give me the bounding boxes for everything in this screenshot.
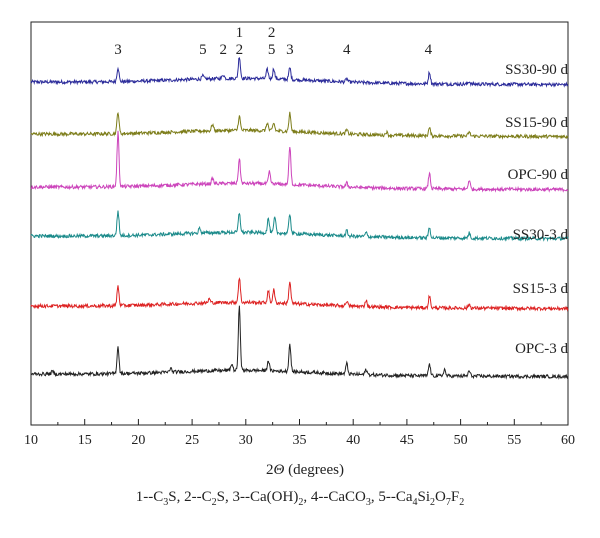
series-label: OPC-90 d <box>508 167 569 183</box>
peak-label: 4 <box>425 42 433 58</box>
series-line <box>30 111 569 140</box>
series-lines <box>30 56 569 380</box>
series-line <box>30 130 569 193</box>
peak-label: 3 <box>114 42 122 58</box>
x-tick-label: 25 <box>185 433 199 448</box>
legend-item: 3--Ca(OH)2 <box>232 489 304 508</box>
legend-item: 2--C2S <box>184 489 225 508</box>
series-label: SS15-3 d <box>513 281 569 297</box>
peak-label: 2 <box>219 42 227 58</box>
phase-legend: 1--C3S, 2--C2S, 3--Ca(OH)2, 4--CaCO3, 5-… <box>135 489 465 508</box>
x-tick-label: 40 <box>346 433 360 448</box>
legend-item: 4--CaCO3 <box>310 489 371 508</box>
x-axis-title: 2Θ (degrees) <box>266 462 344 478</box>
series-line <box>30 210 569 242</box>
x-tick-label: 35 <box>293 433 307 448</box>
plot-frame <box>30 21 569 426</box>
series-labels: SS30-90 d SS15-90 d OPC-90 d SS30-3 d SS15-3… <box>505 62 568 357</box>
peak-label: 3 <box>286 42 294 58</box>
peak-label: 2 <box>268 25 276 41</box>
plot-border <box>30 21 569 426</box>
x-tick-label: 30 <box>239 433 253 448</box>
x-tick-label: 20 <box>131 433 145 448</box>
x-axis-title-suffix: (degrees) <box>284 462 344 478</box>
x-tick-label: 15 <box>78 433 92 448</box>
x-axis-title-symbol: Θ <box>274 462 285 478</box>
x-tick-label: 60 <box>561 433 575 448</box>
series-line <box>30 56 569 88</box>
x-tick-label: 55 <box>507 433 521 448</box>
series-label: SS15-90 d <box>505 115 568 131</box>
x-tick-label: 50 <box>454 433 468 448</box>
series-line <box>30 277 569 312</box>
peak-label: 1 <box>236 25 244 41</box>
x-tick-label: 10 <box>24 433 38 448</box>
series-label: SS30-3 d <box>513 227 569 243</box>
legend-item: 1--C3S <box>135 489 177 508</box>
series-label: OPC-3 d <box>515 341 568 357</box>
series-label: SS30-90 d <box>505 62 568 78</box>
x-axis-title-prefix: 2 <box>266 462 274 478</box>
x-tick-label: 45 <box>400 433 414 448</box>
series-line <box>30 305 569 380</box>
peak-label: 4 <box>343 42 351 58</box>
legend-item: 5--Ca4Si2O7F2 <box>378 489 465 508</box>
peak-label: 5 <box>268 42 276 58</box>
peak-label: 5 <box>199 42 207 58</box>
peak-label: 2 <box>236 42 244 58</box>
x-axis: 10 15 20 25 30 35 40 45 50 55 60 <box>24 419 575 448</box>
